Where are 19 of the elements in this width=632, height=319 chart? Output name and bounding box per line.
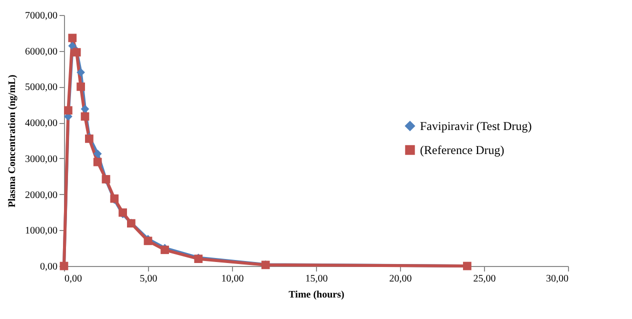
x-tick-label: 0,00 [64,274,82,284]
y-tick-label: 5000,00 [25,82,58,94]
x-tick-label: 20,00 [389,274,412,284]
x-tick-label: 5,00 [140,274,158,284]
y-tick-label: 3000,00 [25,154,58,165]
y-axis-title: Plasma Concentration (ng/mL) [7,74,18,208]
legend-label: (Reference Drug) [420,143,504,157]
y-tick-label: 6000,00 [25,46,58,58]
x-tick-label: 15,00 [305,274,328,284]
y-tick-label: 2000,00 [25,190,58,201]
y-tick-label: 4000,00 [25,118,58,130]
x-tick-label: 30,00 [546,274,568,284]
x-tick-label: 25,00 [473,274,496,284]
x-axis-title: Time (hours) [288,290,344,300]
x-tick-label: 10,00 [221,274,244,284]
y-tick-label: 7000,00 [25,10,58,22]
y-tick-label: 1000,00 [25,226,58,237]
legend-label: Favipiravir (Test Drug) [420,119,532,133]
y-tick-label: 0,00 [40,262,58,272]
